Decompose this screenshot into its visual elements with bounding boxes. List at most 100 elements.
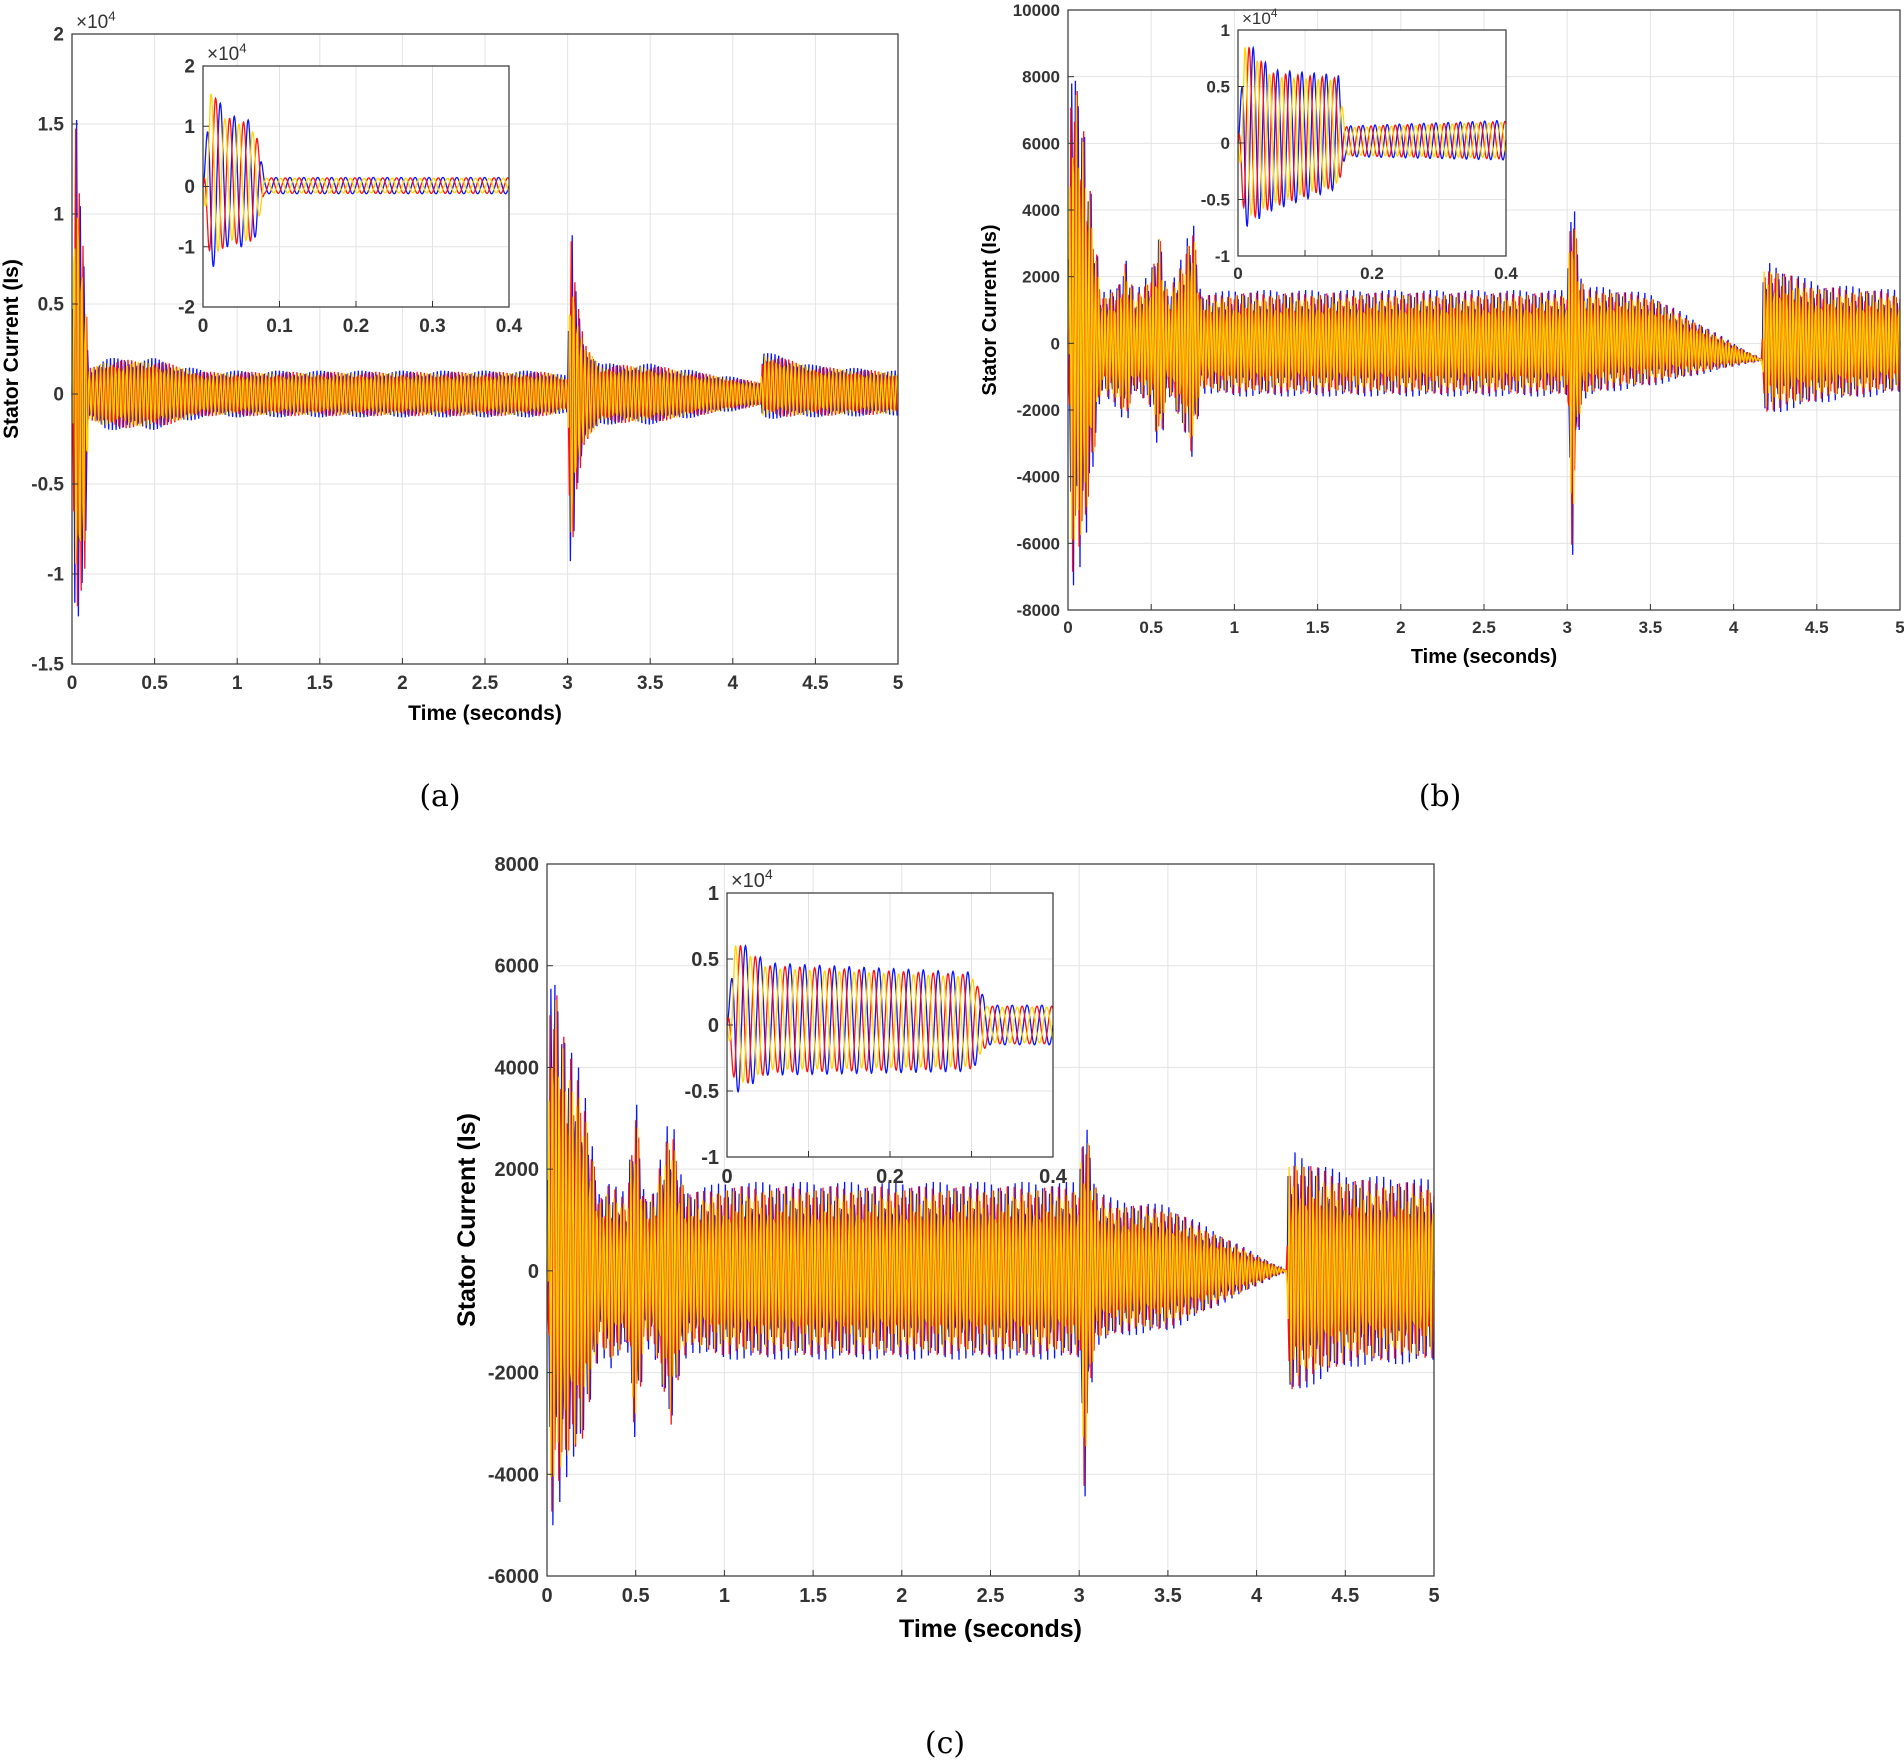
chart-c-ylabel: Stator Current (Is) — [453, 1113, 481, 1327]
chart-c-ytick-label: 0 — [528, 1261, 539, 1283]
chart-b-inset-ytick-label: 0.5 — [1206, 77, 1230, 96]
chart-a-inset-xtick-label: 0 — [198, 316, 209, 337]
chart-a-xtick-label: 5 — [893, 673, 904, 694]
chart-b-inset-xtick-label: 0.2 — [1360, 264, 1384, 283]
chart-c-inset-xtick-label: 0.2 — [876, 1166, 904, 1188]
chart-c-inset-ytick-label: -0.5 — [685, 1081, 719, 1103]
chart-c-xtick-label: 1 — [719, 1585, 730, 1607]
chart-b-xtick-label: 5 — [1895, 618, 1904, 637]
chart-a: 0 0.5 1 1.5 2 2.5 3 3.5 4 4.5 5 -1.5 -1 -0.5 0 0.5 1 1.5 2… — [0, 8, 904, 725]
chart-c-frame — [546, 863, 1435, 1577]
chart-a-inset-ytick-label: -2 — [178, 298, 195, 319]
chart-b-ytick-label: -8000 — [1017, 601, 1060, 620]
chart-b-xtick-label: 0.5 — [1139, 618, 1163, 637]
chart-c-inset-xtick-label: 0 — [721, 1166, 732, 1188]
chart-a-ylabel: Stator Current (Is) — [0, 259, 23, 439]
chart-b-inset-frame — [1237, 29, 1507, 257]
chart-b-series-phase_c — [1067, 95, 1901, 541]
chart-c-xlabel: Time (seconds) — [899, 1615, 1082, 1643]
chart-c-xtick-label: 1.5 — [799, 1585, 827, 1607]
chart-b-inset-series-phase_a — [1237, 45, 1507, 228]
chart-b-xtick-label: 1 — [1230, 618, 1239, 637]
chart-c-inset-ytick-label: 1 — [708, 883, 719, 905]
panel-label-b: (b) — [1419, 779, 1462, 814]
chart-b-ylabel: Stator Current (Is) — [979, 224, 1001, 395]
chart-c-xtick-label: 3 — [1074, 1585, 1085, 1607]
chart-a-xtick-label: 4 — [728, 673, 739, 694]
chart-c-xtick-label: 4 — [1251, 1585, 1263, 1607]
chart-a-inset-xtick-label: 0.3 — [419, 316, 445, 337]
chart-b-ytick-label: -4000 — [1017, 468, 1060, 487]
chart-a-inset-series-phase_a — [202, 101, 510, 268]
chart-a-xtick-label: 3.5 — [637, 673, 664, 694]
chart-c-inset-series-phase_a — [726, 944, 1054, 1093]
chart-b-xtick-label: 3 — [1562, 618, 1571, 637]
chart-a-xtick-label: 0 — [67, 673, 78, 694]
chart-a-inset-ytick-label: -1 — [178, 237, 195, 258]
chart-a-inset-xtick-label: 0.1 — [266, 316, 293, 337]
chart-a-inset-ytick-label: 0 — [184, 177, 195, 198]
chart-a-xtick-label: 1 — [232, 673, 243, 694]
chart-b-frame — [1067, 9, 1901, 611]
chart-c-inset-series-phase_b — [726, 944, 1054, 1085]
chart-a-xtick-label: 1.5 — [307, 673, 334, 694]
chart-b-inset-y-multiplier: ×104 — [1242, 6, 1278, 28]
chart-b-inset-ytick-label: 1 — [1221, 21, 1230, 40]
chart-c-ytick-label: -6000 — [488, 1566, 539, 1588]
chart-b-inset-xtick-label: 0 — [1233, 264, 1242, 283]
chart-b-xtick-label: 4 — [1729, 618, 1739, 637]
chart-b-xtick-label: 2 — [1396, 618, 1405, 637]
chart-c-xtick-label: 2.5 — [977, 1585, 1005, 1607]
chart-b-ytick-label: -6000 — [1017, 534, 1060, 553]
chart-b-ytick-label: 6000 — [1022, 134, 1060, 153]
chart-c-ytick-label: 2000 — [495, 1159, 540, 1181]
chart-c-inset-y-exponent: 4 — [765, 866, 773, 882]
chart-b-inset-ytick-label: 0 — [1221, 134, 1230, 153]
chart-a-xtick-label: 4.5 — [802, 673, 829, 694]
chart-c-inset-frame — [726, 892, 1054, 1158]
chart-a-ytick-label: -1.5 — [31, 655, 64, 676]
chart-c-ytick-label: 8000 — [495, 854, 540, 876]
chart-a-ytick-label: 0 — [53, 385, 64, 406]
chart-c-ytick-label: 6000 — [495, 956, 540, 978]
chart-a-ytick-label: -1 — [47, 565, 64, 586]
chart-a-series-phase_c — [71, 217, 899, 564]
chart-c-ytick-label: 4000 — [495, 1057, 540, 1079]
chart-b: 0 0.5 1 1.5 2 2.5 3 3.5 4 4.5 5 -8000 -6000 -4000 -200… — [979, 1, 1904, 668]
chart-a-inset-ytick-label: 2 — [184, 57, 195, 78]
chart-a-xtick-label: 3 — [562, 673, 573, 694]
chart-b-xtick-label: 0 — [1063, 618, 1072, 637]
chart-c-ytick-label: -2000 — [488, 1363, 539, 1385]
chart-a-inset-xtick-label: 0.2 — [343, 316, 369, 337]
chart-b-ytick-label: 10000 — [1013, 1, 1060, 20]
chart-a-xlabel: Time (seconds) — [408, 702, 562, 725]
chart-b-xtick-label: 4.5 — [1805, 618, 1829, 637]
chart-c-inset-ytick-label: 0 — [708, 1015, 719, 1037]
chart-a-xtick-label: 2 — [397, 673, 408, 694]
chart-b-inset-ytick-label: -1 — [1215, 247, 1230, 266]
chart-b-ytick-label: 8000 — [1022, 68, 1060, 87]
chart-b-xtick-label: 2.5 — [1472, 618, 1496, 637]
chart-c-inset-series-phase_c — [726, 945, 1054, 1084]
chart-c-xtick-label: 0.5 — [622, 1585, 650, 1607]
chart-a-inset-y-exponent: 4 — [239, 40, 246, 55]
chart-c-series-phase_c — [546, 999, 1435, 1477]
chart-a-ytick-label: 1.5 — [38, 115, 65, 136]
chart-a-xtick-label: 2.5 — [472, 673, 499, 694]
chart-b-inset-series-phase_c — [1237, 46, 1507, 217]
chart-a-ytick-label: 1 — [53, 205, 64, 226]
chart-a-inset-xtick-label: 0.4 — [496, 316, 523, 337]
chart-a-ytick-label: 0.5 — [38, 295, 65, 316]
chart-c-xtick-label: 2 — [896, 1585, 907, 1607]
chart-a-ytick-label: -0.5 — [31, 475, 64, 496]
chart-a-ytick-label: 2 — [53, 25, 64, 46]
chart-a-inset-frame — [202, 65, 510, 308]
chart-b-ytick-label: -2000 — [1017, 401, 1060, 420]
chart-b-xtick-label: 1.5 — [1306, 618, 1330, 637]
chart-b-inset-series-phase_b — [1237, 46, 1507, 219]
chart-c-xtick-label: 3.5 — [1154, 1585, 1182, 1607]
chart-c: 0 0.5 1 1.5 2 2.5 3 3.5 4 4.5 5 -6000 -4000 -2000 0 200… — [453, 854, 1440, 1643]
chart-a-inset-series-phase_c — [202, 93, 510, 253]
